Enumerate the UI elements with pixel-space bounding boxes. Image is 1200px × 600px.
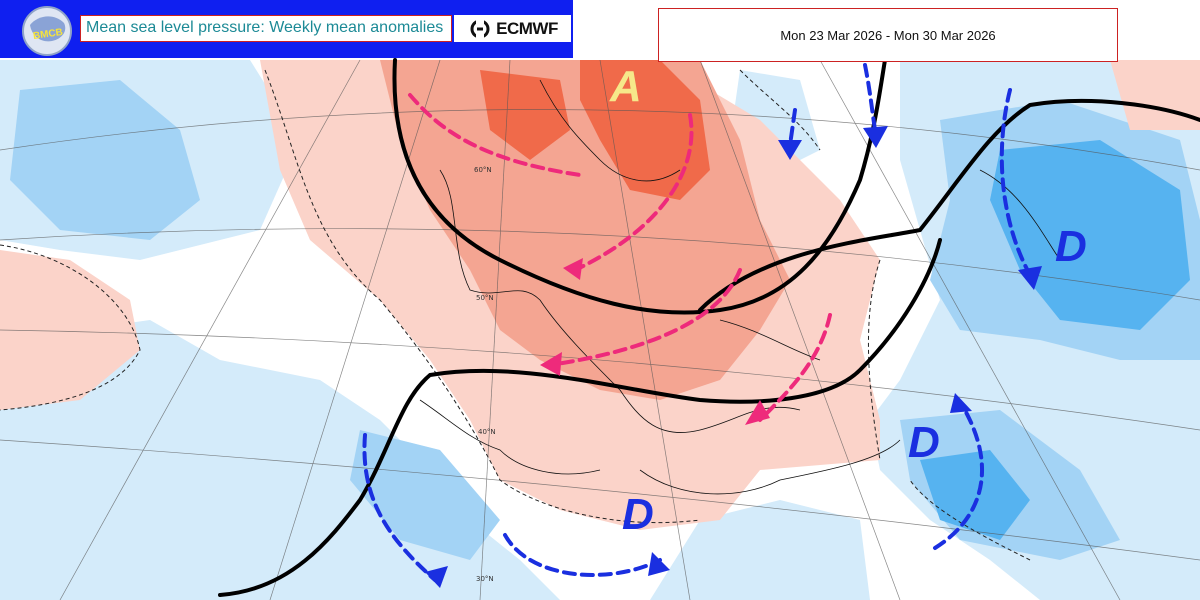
- lat-label-60: 60°N: [474, 166, 492, 174]
- lat-label-50: 50°N: [476, 294, 494, 302]
- high-pressure-arrowheads: [540, 258, 770, 425]
- bmcb-logo-icon: [22, 6, 72, 56]
- lat-label-40: 40°N: [478, 428, 496, 436]
- low-pressure-arrows: [362, 63, 1032, 582]
- low-pressure-arrowheads: [425, 126, 1042, 588]
- strong-positive-anomaly: [480, 60, 710, 200]
- ecmwf-brand: ECMWF: [496, 18, 558, 38]
- ecmwf-symbol-icon: [470, 19, 490, 38]
- high-pressure-arrows: [408, 93, 832, 422]
- low-pressure-label-southeast: D: [908, 418, 940, 467]
- strong-negative-anomaly: [920, 140, 1190, 540]
- lat-label-30: 30°N: [476, 575, 494, 583]
- low-pressure-label-south: D: [622, 490, 654, 539]
- low-pressure-label-east: D: [1055, 222, 1087, 271]
- high-pressure-label: A: [610, 62, 642, 111]
- coastlines: [419, 79, 1061, 495]
- date-range: Mon 23 Mar 2026 - Mon 30 Mar 2026: [658, 8, 1118, 62]
- map-title: Mean sea level pressure: Weekly mean ano…: [80, 15, 452, 42]
- ecmwf-logo: ECMWF: [454, 15, 571, 42]
- boundary-lines: [218, 58, 1200, 597]
